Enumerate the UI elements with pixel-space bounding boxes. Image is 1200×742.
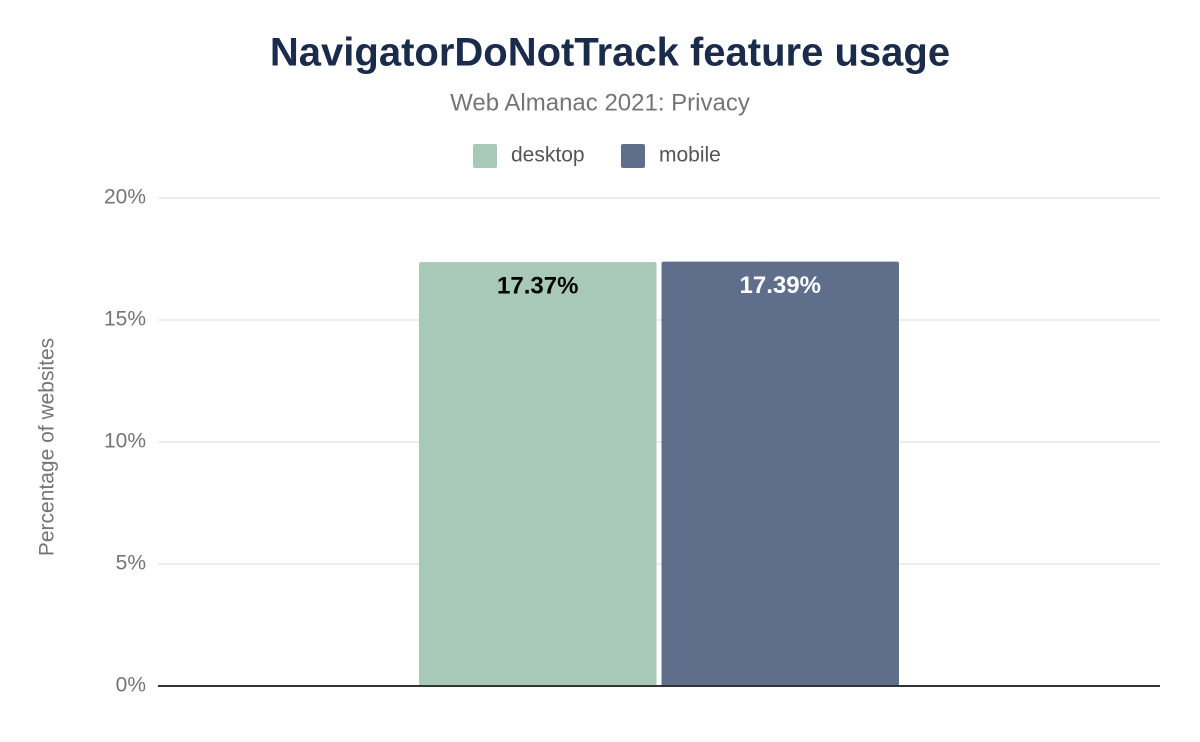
- data-label: 17.37%: [497, 273, 578, 300]
- legend-swatch: [473, 144, 497, 168]
- y-axis-label: Percentage of websites: [36, 338, 59, 556]
- y-tick-label: 10%: [104, 430, 146, 453]
- legend-label: mobile: [659, 144, 721, 167]
- y-tick-label: 20%: [104, 186, 146, 209]
- data-label: 17.39%: [740, 272, 821, 299]
- legend-swatch: [621, 144, 645, 168]
- y-tick-label: 5%: [116, 552, 146, 575]
- y-tick-label: 0%: [116, 674, 146, 697]
- bar: [419, 262, 657, 686]
- legend-label: desktop: [511, 144, 585, 167]
- chart-subtitle: Web Almanac 2021: Privacy: [450, 89, 750, 116]
- bar: [661, 261, 899, 686]
- chart-title: NavigatorDoNotTrack feature usage: [270, 31, 950, 75]
- y-tick-label: 15%: [104, 308, 146, 331]
